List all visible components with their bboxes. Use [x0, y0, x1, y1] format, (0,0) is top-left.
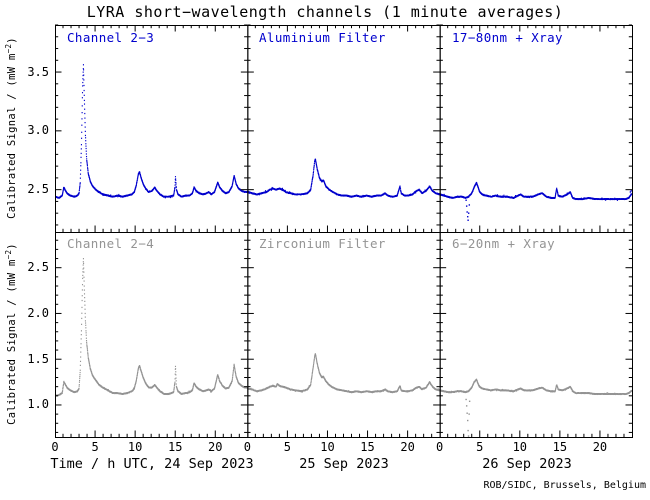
y-tick-label: 2.0 [27, 305, 49, 320]
y-tick-label: 1.5 [27, 351, 49, 366]
panel-label-channel-2-3: Channel 2−3 [67, 30, 155, 45]
panel-label-zirconium-filter: Zirconium Filter [259, 236, 386, 251]
x-tick-label: 20 [592, 440, 608, 454]
y-tick-label: 2.5 [27, 182, 49, 197]
x-tick-label: 10 [512, 440, 528, 454]
panel-label-aluminium-filter: Aluminium Filter [259, 30, 386, 45]
y-axis-label-bottom-exponent: −2 [4, 249, 13, 260]
x-tick-label: 0 [436, 440, 444, 454]
y-tick-label: 2.5 [27, 260, 49, 275]
x-tick-label: 20 [208, 440, 223, 454]
x-tick-label: 15 [360, 440, 375, 454]
y-tick-label: 3.0 [27, 123, 49, 138]
y-axis-label-top-exponent: −2 [4, 43, 13, 54]
x-tick-label: 15 [552, 440, 568, 454]
y-tick-label: 3.5 [27, 64, 49, 79]
x-tick-label: 0 [51, 440, 59, 454]
x-tick-label: 0 [243, 440, 251, 454]
x-axis-label-day2: 25 Sep 2023 [299, 456, 389, 472]
y-axis-label-top-close: ) [6, 37, 18, 44]
chart-title: LYRA short−wavelength channels (1 minute… [86, 3, 564, 21]
x-tick-label: 10 [320, 440, 335, 454]
x-axis-label-day3: 26 Sep 2023 [482, 456, 572, 472]
panel-label-channel-2-4: Channel 2−4 [67, 236, 155, 251]
x-axis-label-day1: Time / h UTC, 24 Sep 2023 [50, 456, 254, 472]
panel-label-6-20nm-xray: 6−20nm + Xray [452, 236, 556, 251]
x-tick-label: 5 [476, 440, 484, 454]
credit-text: ROB/SIDC, Brussels, Belgium [483, 480, 646, 491]
x-tick-label: 15 [167, 440, 183, 454]
x-tick-label: 5 [91, 440, 99, 454]
x-tick-label: 10 [127, 440, 143, 454]
y-axis-label-bottom-close: ) [6, 243, 18, 250]
x-tick-label: 20 [400, 440, 415, 454]
x-tick-label: 5 [283, 440, 291, 454]
y-tick-label: 1.0 [27, 397, 49, 412]
panel-label-17-80nm-xray: 17−80nm + Xray [452, 30, 563, 45]
